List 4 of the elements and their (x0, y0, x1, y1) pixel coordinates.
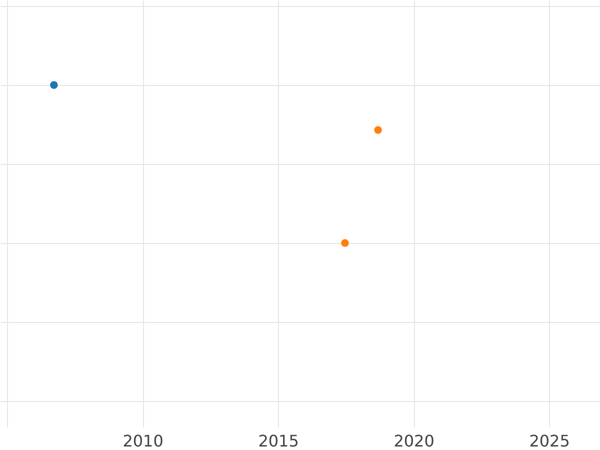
x-tick-label: 2010 (122, 432, 164, 450)
x-tick-label: 2020 (394, 432, 434, 450)
x-tick-label: 2015 (258, 432, 299, 450)
x-tick-label: 2025 (529, 432, 570, 450)
